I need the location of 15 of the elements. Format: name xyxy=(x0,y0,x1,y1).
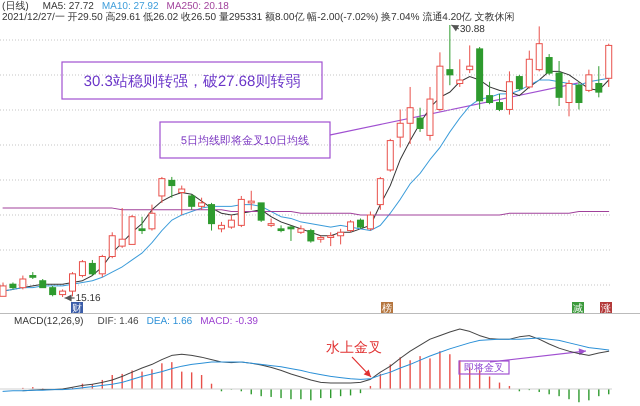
text: MA10: 27.92 xyxy=(102,1,159,12)
chart-subtitle: 2021/12/27/一 开29.50 高29.61 低26.02 收26.50 量295331 额8.00亿 幅-2.00(-7.02%) 换7.04% 流通4.20亿 文教休闲 xyxy=(2,11,514,23)
text: MA5: 27.72 xyxy=(42,1,94,12)
annotation: 5日均线即将金叉10日均线 xyxy=(180,134,310,147)
text: DIF: 1.46 xyxy=(97,316,140,327)
annotation: 15.16 xyxy=(76,293,102,304)
annotation: 30.88 xyxy=(460,24,486,35)
text: DEA: 1.66 xyxy=(146,316,193,327)
text: MA250: 20.18 xyxy=(166,1,230,12)
chart-title: (日线) xyxy=(2,0,29,12)
chart-title: MACD(12,26,9) xyxy=(14,316,84,327)
annotation: 水上金叉 xyxy=(326,339,382,355)
annotation: 30.3站稳则转强，破27.68则转弱 xyxy=(84,72,300,90)
text: MACD: -0.39 xyxy=(200,316,258,327)
annotation: 即将金叉 xyxy=(464,362,504,374)
